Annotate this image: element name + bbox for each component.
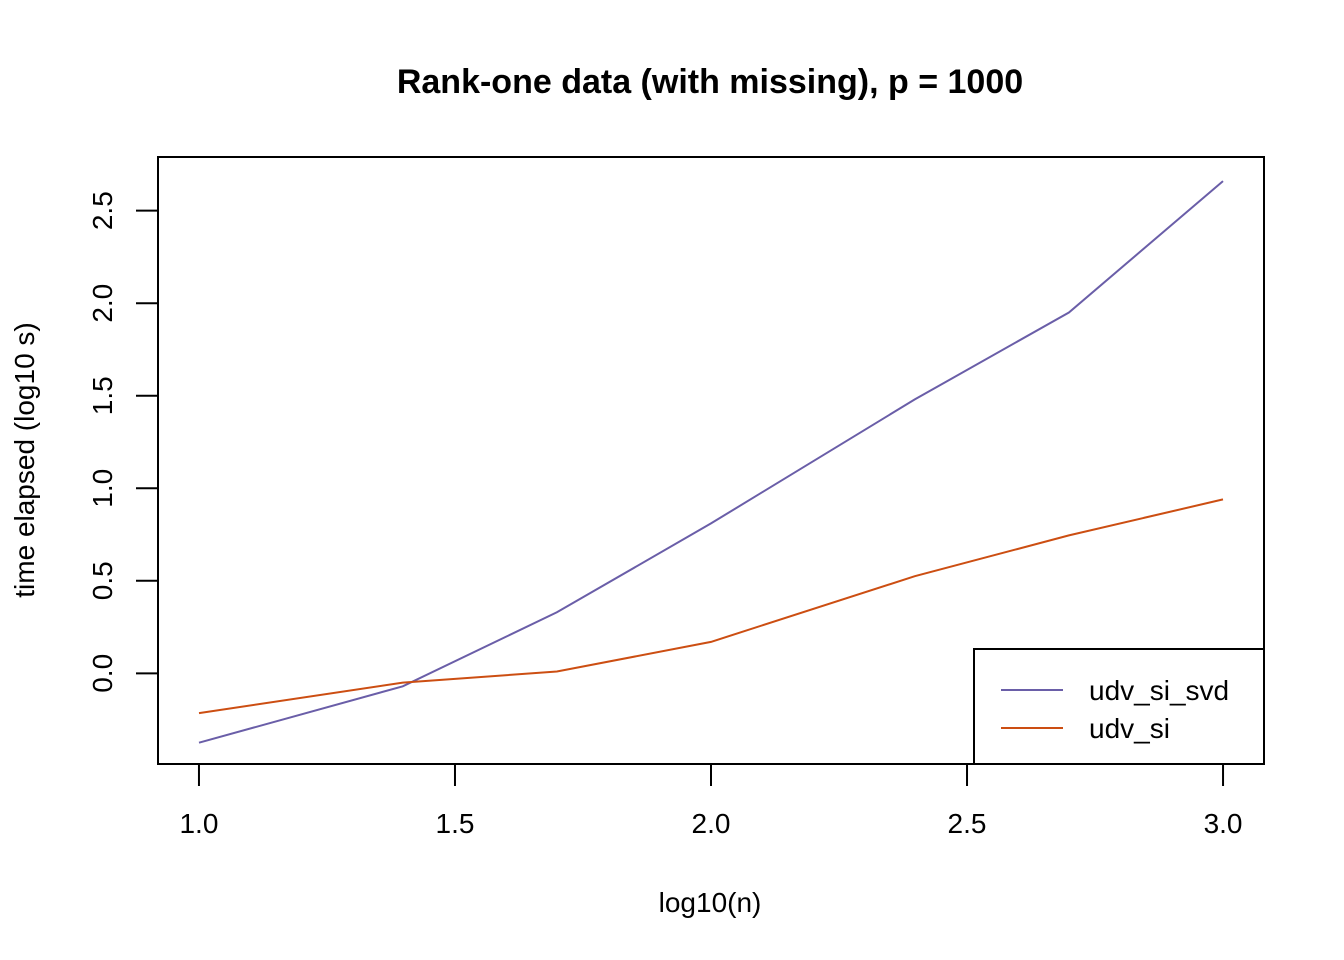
legend: udv_si_svd udv_si (973, 648, 1265, 765)
x-tick-label: 1.5 (436, 808, 475, 839)
legend-box (973, 648, 1265, 765)
x-tick-label: 1.0 (179, 808, 218, 839)
series-line-udv_si_svd (198, 180, 1224, 744)
x-tick-label: 2.5 (948, 808, 987, 839)
legend-label-udv_si_svd: udv_si_svd (1089, 675, 1229, 706)
y-tick-label: 2.0 (87, 284, 118, 323)
x-tick-label: 2.0 (692, 808, 731, 839)
y-tick-label: 0.0 (87, 654, 118, 693)
x-axis-label: log10(n) (659, 887, 762, 918)
y-tick-label: 2.5 (87, 191, 118, 230)
series-layer (198, 180, 1224, 744)
x-axis: 1.0 1.5 2.0 2.5 3.0 (179, 763, 1243, 839)
y-tick-label: 1.0 (87, 469, 118, 508)
x-tick-label: 3.0 (1204, 808, 1243, 839)
y-tick-label: 0.5 (87, 561, 118, 600)
series-line-udv_si (198, 498, 1224, 715)
chart-title: Rank-one data (with missing), p = 1000 (397, 63, 1023, 101)
y-axis-label: time elapsed (log10 s) (9, 322, 40, 597)
y-axis: 0.0 0.5 1.0 1.5 2.0 2.5 (87, 191, 159, 693)
y-tick-label: 1.5 (87, 376, 118, 415)
legend-label-udv_si: udv_si (1089, 713, 1170, 744)
